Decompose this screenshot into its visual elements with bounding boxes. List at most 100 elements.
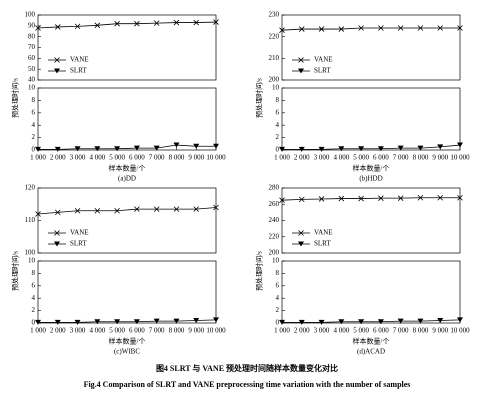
marker-triangle [457, 142, 463, 148]
marker-triangle [133, 319, 140, 325]
x-tick-label: 7 000 [393, 154, 409, 162]
marker-x [213, 204, 219, 211]
x-tick-label: 1 000 [274, 327, 290, 335]
y-tick-label: 0 [32, 146, 36, 154]
marker-x [417, 194, 424, 201]
x-tick-label: 9 000 [188, 327, 204, 335]
y-tick-label: 4 [276, 294, 280, 302]
y-tick-label: 6 [32, 281, 36, 289]
axes-frame [281, 14, 461, 81]
y-tick-label: 200 [269, 249, 280, 257]
legend-label: VANE [314, 229, 333, 237]
y-tick-label: 4 [276, 121, 280, 129]
marker-x [134, 206, 140, 212]
marker-x [35, 211, 41, 217]
x-axis-label: 样本数量/个 [353, 164, 390, 173]
marker-triangle [397, 145, 404, 151]
y-tick-label: 0 [276, 319, 280, 327]
y-tick-label: 70 [28, 43, 36, 51]
marker-triangle [54, 319, 61, 325]
legend-marker [298, 57, 304, 63]
y-tick-label: 0 [276, 146, 280, 154]
x-tick-label: 6 000 [373, 327, 389, 335]
axes-frame [281, 260, 461, 324]
legend-label: SLRT [314, 67, 331, 75]
marker-triangle [74, 319, 81, 325]
marker-triangle [417, 145, 424, 151]
marker-triangle [173, 318, 180, 324]
x-tick-label: 5 000 [353, 154, 369, 162]
marker-x [153, 206, 160, 212]
y-tick-label: 280 [269, 184, 280, 192]
marker-triangle [318, 146, 325, 152]
axes-frame [37, 260, 217, 324]
series-line [282, 319, 461, 323]
marker-x [134, 20, 140, 27]
marker-x [74, 207, 81, 214]
y-tick-label: 110 [25, 216, 36, 224]
legend-label: SLRT [314, 240, 331, 248]
x-tick-label: 4 000 [89, 154, 105, 162]
y-axis-label: 预处理时间/s [255, 78, 264, 118]
marker-triangle [193, 143, 200, 149]
y-tick-label: 120 [25, 184, 36, 192]
figure-caption-zh: 图4 SLRT 与 VANE 预处理时间随样本数量变化对比 [156, 363, 338, 373]
x-axis-label: 样本数量/个 [109, 337, 146, 346]
marker-triangle [457, 317, 463, 323]
marker-x [338, 26, 345, 32]
y-tick-label: 2 [276, 306, 280, 314]
y-tick-label: 2 [276, 133, 280, 141]
marker-triangle [213, 317, 219, 323]
marker-x [74, 23, 81, 30]
y-tick-label: 220 [269, 232, 280, 240]
marker-x [94, 207, 101, 214]
y-tick-label: 90 [28, 21, 36, 29]
marker-triangle [114, 146, 121, 152]
x-tick-label: 10 000 [206, 154, 226, 162]
x-tick-label: 9 000 [432, 327, 448, 335]
marker-x [193, 206, 200, 212]
legend-label: SLRT [70, 240, 87, 248]
legend-marker [54, 57, 60, 63]
marker-x [114, 20, 120, 27]
marker-x [153, 20, 160, 26]
y-tick-label: 230 [269, 11, 280, 19]
y-tick-label: 6 [276, 281, 280, 289]
marker-x [378, 25, 384, 31]
marker-x [298, 196, 305, 203]
y-tick-label: 60 [28, 54, 36, 62]
x-tick-label: 9 000 [432, 154, 448, 162]
legend-marker [298, 241, 304, 247]
marker-x [318, 26, 325, 32]
marker-triangle [437, 318, 444, 324]
y-tick-label: 80 [28, 32, 36, 40]
legend-label: SLRT [70, 67, 87, 75]
axes-frame [281, 87, 461, 151]
y-axis-label: 预处理时间/s [255, 251, 264, 291]
marker-x [437, 194, 444, 201]
x-tick-label: 6 000 [373, 154, 389, 162]
marker-triangle [358, 146, 365, 152]
x-tick-label: 9 000 [188, 154, 204, 162]
x-tick-label: 2 000 [294, 154, 310, 162]
x-tick-label: 1 000 [30, 154, 46, 162]
x-axis-label: 样本数量/个 [353, 337, 390, 346]
marker-x [279, 27, 285, 33]
marker-triangle [377, 146, 384, 152]
y-axis-label: 预处理时间/s [11, 251, 20, 291]
marker-triangle [338, 319, 345, 325]
marker-x [397, 25, 404, 31]
marker-x [338, 195, 345, 202]
marker-triangle [377, 319, 384, 325]
marker-x [193, 19, 200, 26]
y-tick-label: 8 [32, 269, 36, 277]
x-tick-label: 8 000 [169, 154, 185, 162]
legend-label: VANE [314, 56, 333, 64]
axes-frame [37, 87, 217, 151]
series-line [282, 144, 461, 150]
legend-label: VANE [70, 56, 89, 64]
y-tick-label: 8 [276, 96, 280, 104]
marker-triangle [54, 146, 61, 152]
x-tick-label: 3 000 [70, 327, 86, 335]
marker-x [358, 25, 364, 31]
